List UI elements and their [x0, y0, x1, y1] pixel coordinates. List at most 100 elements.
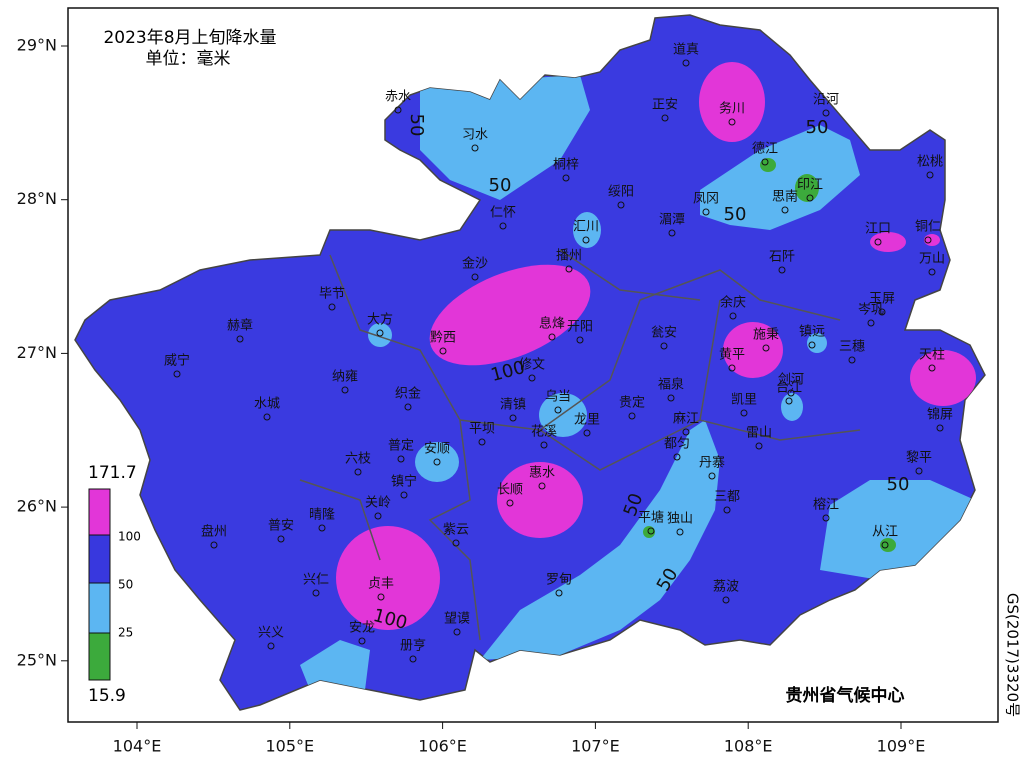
city-dot: [528, 374, 536, 382]
city-label: 罗甸: [546, 573, 572, 588]
city-label: 桐梓: [553, 158, 579, 173]
city-dot: [708, 472, 716, 480]
city-dot: [878, 308, 886, 316]
city-label: 从江: [872, 525, 898, 540]
city-dot: [471, 144, 479, 152]
city-dot: [647, 527, 655, 535]
city-label: 习水: [462, 128, 488, 143]
city-label: 德江: [752, 142, 778, 157]
city-label: 松桃: [917, 155, 943, 170]
legend-label: 100: [118, 530, 141, 544]
city-label: 都匀: [664, 437, 690, 452]
city-dot: [702, 208, 710, 216]
city-dot: [667, 394, 675, 402]
city-label: 石阡: [769, 250, 795, 265]
city-label: 瓮安: [651, 326, 677, 341]
lat-tick-label: 26°N: [17, 497, 57, 516]
city-dot: [471, 273, 479, 281]
approval-number: GS(2017)3320号: [1004, 593, 1022, 717]
city-dot: [554, 406, 562, 414]
city-label: 平坝: [469, 422, 495, 437]
city-label: 务川: [719, 101, 745, 117]
city-label: 兴仁: [303, 573, 329, 588]
city-label: 息烽: [539, 316, 565, 332]
legend-label: 50: [118, 578, 133, 592]
city-label: 三穗: [839, 340, 865, 355]
area-100-plus: [870, 232, 906, 252]
area-100-plus: [429, 264, 591, 366]
lon-tick-label: 104°E: [113, 737, 162, 756]
city-label: 榕江: [813, 498, 839, 513]
city-label: 长顺: [497, 483, 523, 498]
city-label: 岑巩: [858, 303, 884, 318]
area-25-50: [781, 393, 803, 421]
city-label: 望谟: [444, 611, 470, 627]
city-dot: [453, 628, 461, 636]
city-label: 金沙: [462, 256, 488, 272]
city-label: 盘州: [201, 524, 227, 540]
city-label: 江口: [865, 222, 891, 237]
city-dot: [555, 589, 563, 597]
city-dot: [328, 303, 336, 311]
city-label: 沿河: [813, 93, 839, 108]
city-dot: [358, 637, 366, 645]
city-dot: [478, 438, 486, 446]
city-label: 道真: [673, 43, 699, 58]
lon-tick-label: 108°E: [724, 737, 773, 756]
city-label: 晴隆: [309, 508, 335, 523]
city-dot: [924, 236, 932, 244]
city-label: 镇远: [799, 325, 825, 340]
city-dot: [506, 499, 514, 507]
city-label: 播州: [556, 249, 582, 264]
city-label: 台江: [776, 381, 802, 396]
city-label: 独山: [667, 512, 693, 527]
area-below-25: [760, 158, 776, 172]
city-label: 印江: [797, 178, 823, 193]
boundary: [299, 249, 861, 641]
city-label: 毕节: [319, 287, 345, 302]
city-label: 正安: [652, 98, 678, 113]
city-dot: [668, 229, 676, 237]
lat-tick-label: 25°N: [17, 650, 57, 669]
city-label: 大方: [367, 312, 393, 328]
city-dot: [682, 428, 690, 436]
city-dot: [722, 596, 730, 604]
legend-swatch: [88, 534, 111, 584]
city-dot: [728, 118, 736, 126]
lon-tick-label: 105°E: [265, 737, 314, 756]
city-dot: [785, 397, 793, 405]
area-25-50: [368, 323, 392, 347]
city-label: 惠水: [529, 466, 555, 481]
city-label: 凯里: [731, 393, 757, 408]
city-dot: [377, 593, 385, 601]
contour-label: 50: [724, 204, 747, 225]
city-dot: [540, 441, 548, 449]
city-dot: [676, 528, 684, 536]
city-dot: [277, 535, 285, 543]
city-label: 关岭: [365, 496, 391, 511]
city-dot: [806, 194, 814, 202]
area-25-50: [820, 480, 975, 580]
lon-tick-label: 106°E: [418, 737, 467, 756]
city-label: 贞丰: [368, 577, 394, 592]
legend-swatch: [88, 488, 111, 536]
city-dot: [755, 442, 763, 450]
city-dot: [762, 344, 770, 352]
city-label: 兴义: [258, 626, 284, 641]
area-100-plus: [699, 62, 765, 142]
city-label: 麻江: [673, 412, 699, 427]
city-dot: [565, 265, 573, 273]
city-label: 贵定: [619, 396, 645, 411]
area-100-plus: [924, 234, 940, 246]
city-label: 荔波: [713, 580, 739, 595]
city-label: 绥阳: [608, 185, 634, 200]
area-below-25: [795, 174, 819, 202]
city-dot: [452, 539, 460, 547]
city-label: 花溪: [531, 424, 557, 440]
city-dot: [210, 541, 218, 549]
lat-tick-label: 29°N: [17, 36, 57, 55]
city-label: 三都: [714, 490, 740, 505]
city-dot: [723, 506, 731, 514]
city-dot: [761, 158, 769, 166]
